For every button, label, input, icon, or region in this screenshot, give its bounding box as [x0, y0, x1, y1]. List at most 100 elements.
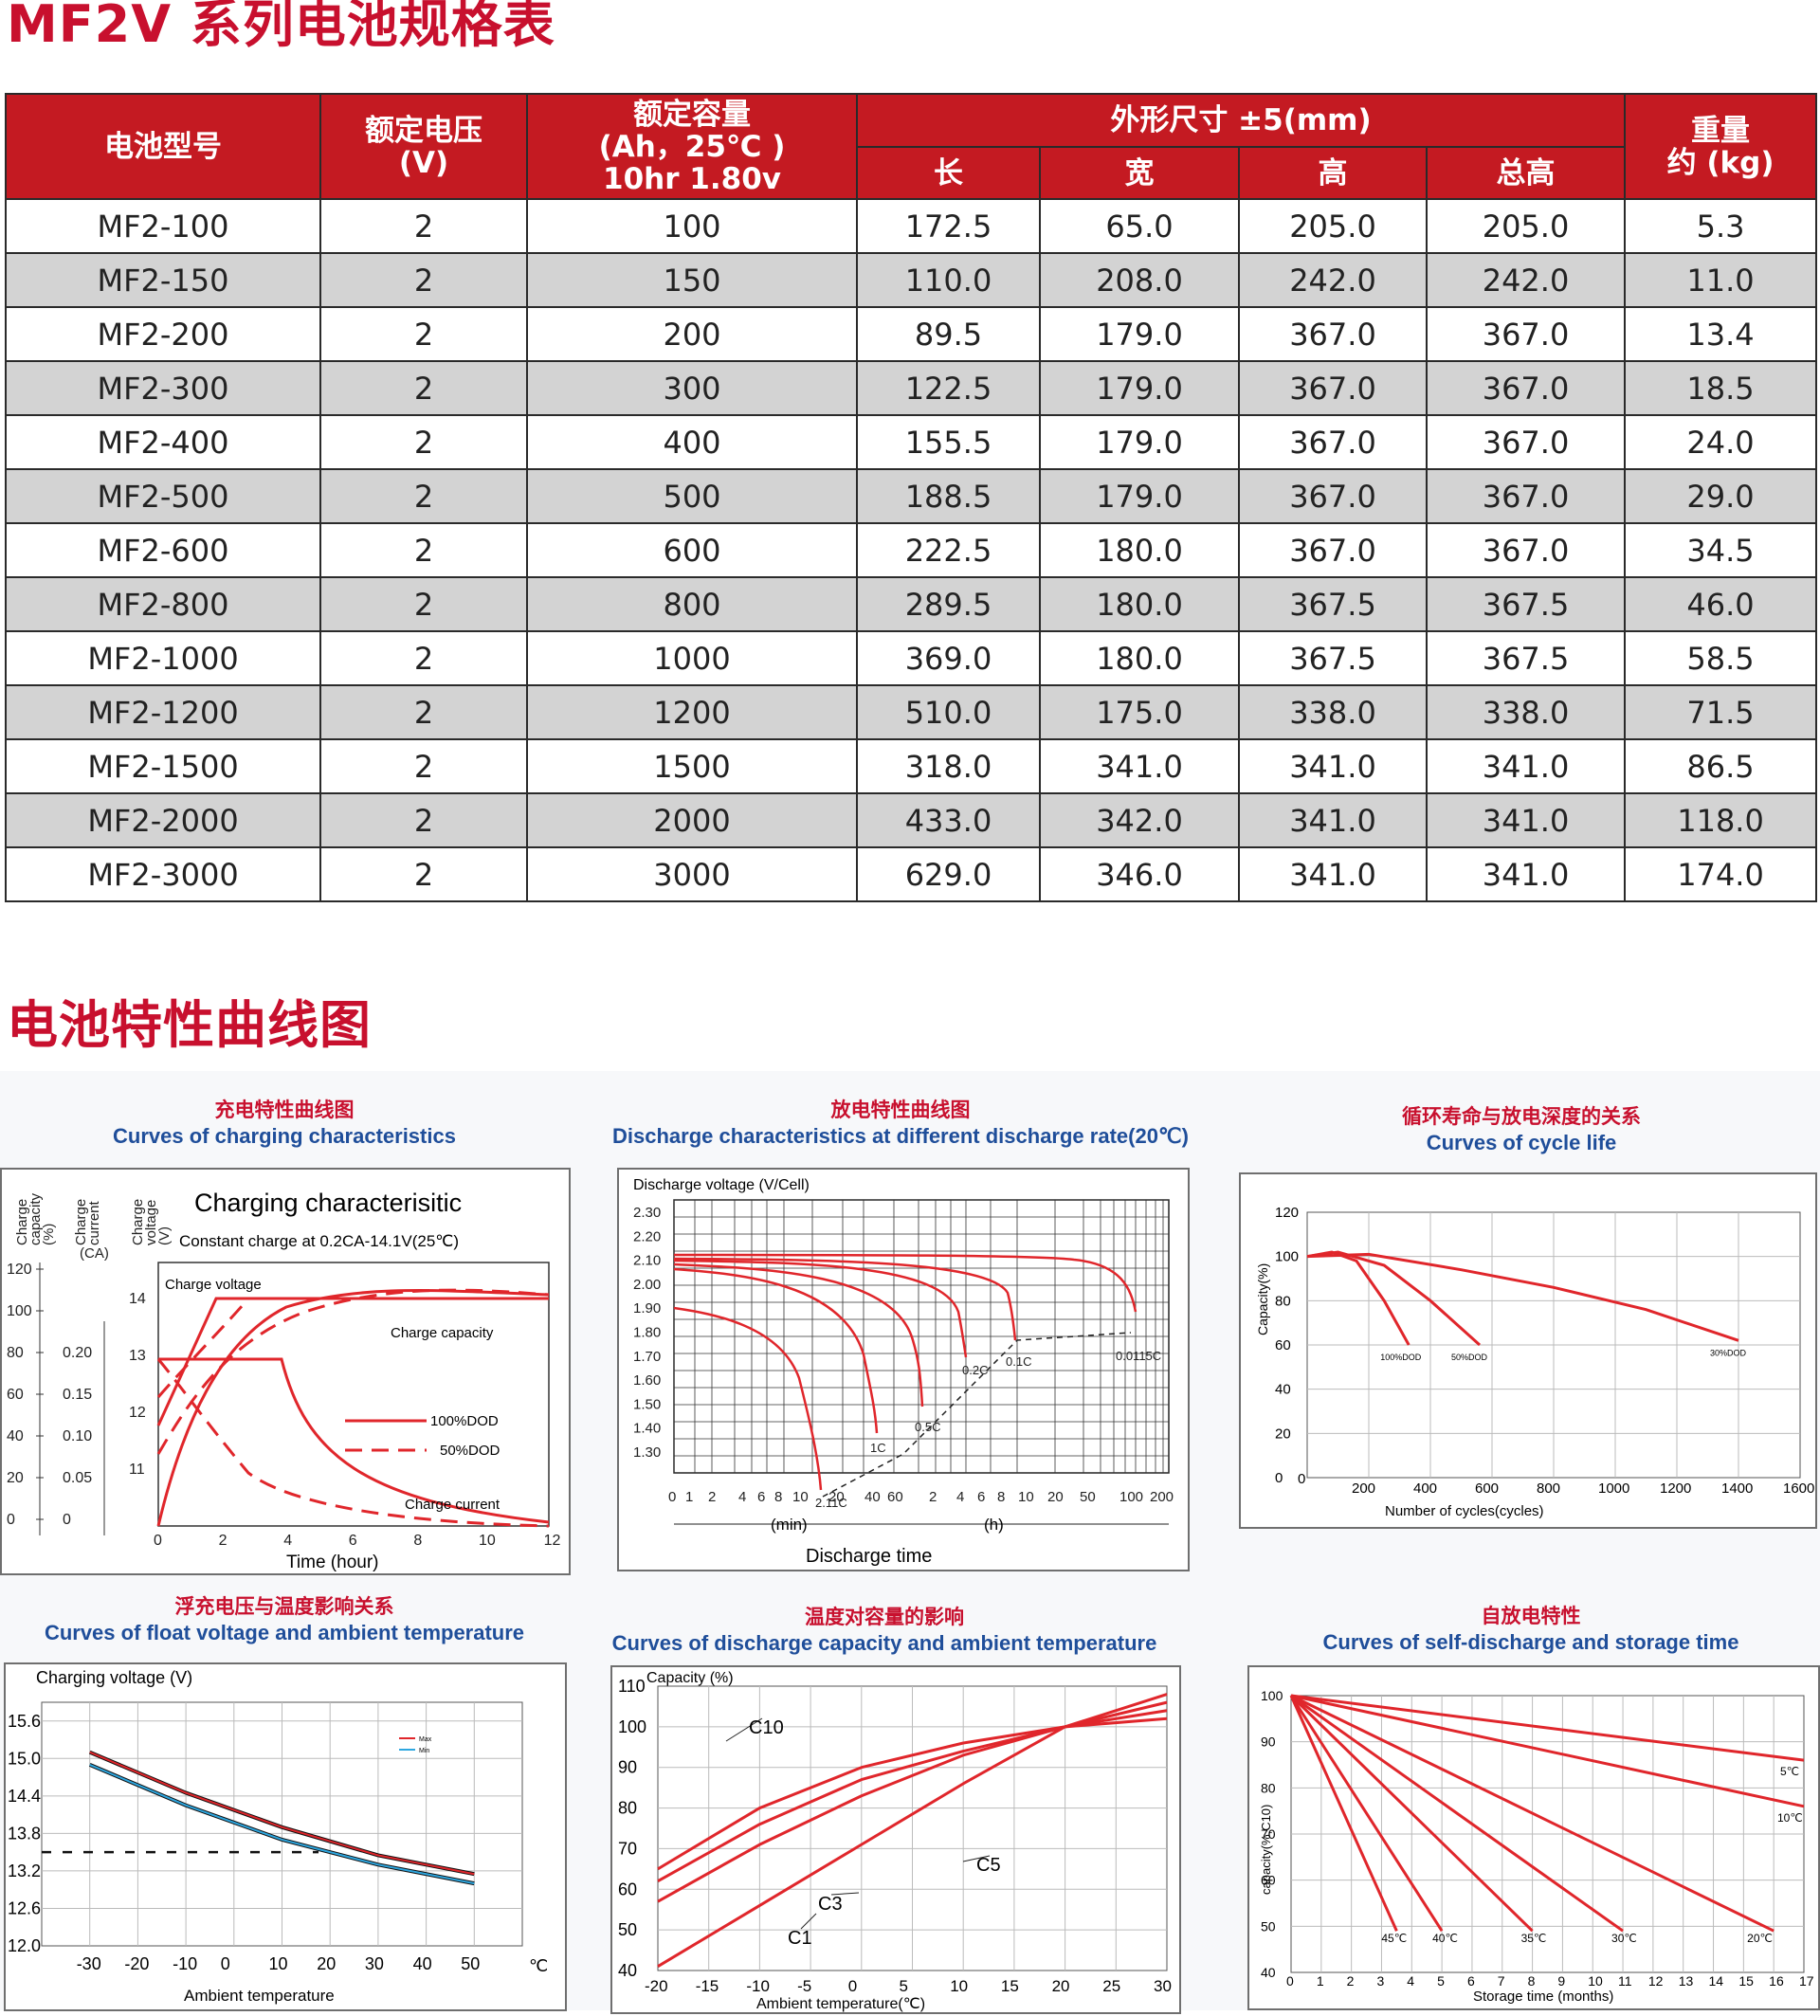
p2-y-tick: 1.30: [633, 1444, 661, 1461]
cell-height: 367.0: [1238, 306, 1428, 362]
cell-total-height: 338.0: [1425, 684, 1627, 740]
p3-y-tick: 60: [1275, 1337, 1291, 1353]
table-row: MF2-600 2 600 222.5 180.0 367.0 367.0 34.5: [5, 522, 1818, 578]
p6-x-tick: 4: [1407, 1973, 1414, 1989]
p1-current-curve-50: [156, 1358, 550, 1528]
cell-width: 179.0: [1039, 306, 1240, 362]
p1-cur-tick: 0.15: [63, 1387, 92, 1403]
p5-series-label: C10: [749, 1717, 784, 1738]
p6-y-tick: 60: [1261, 1873, 1276, 1888]
p3-y-tick: 20: [1275, 1426, 1291, 1442]
p6-x-tick: 3: [1376, 1973, 1384, 1989]
p1-capacity-curve-100: [156, 1289, 550, 1527]
p5-leader-line: [830, 1892, 860, 1896]
table-row: MF2-1200 2 1200 510.0 175.0 338.0 338.0 71.5: [5, 684, 1818, 740]
cell-height: 242.0: [1238, 252, 1428, 308]
p1-cur-tick: 0.10: [63, 1428, 92, 1444]
p1-axis-cap-1: Charge: [14, 1199, 30, 1245]
cell-width: 175.0: [1039, 684, 1240, 740]
cell-weight: 58.5: [1624, 630, 1818, 686]
cell-length: 188.5: [856, 468, 1041, 524]
cell-width: 179.0: [1039, 468, 1240, 524]
p1-label-capacity: Charge capacity: [391, 1325, 494, 1341]
cell-capacity: 1200: [526, 684, 858, 740]
p5-ylabel: Capacity (%): [646, 1670, 734, 1686]
p4-series-line: [89, 1751, 475, 1876]
p1-voltage-curve-50: [156, 1298, 250, 1398]
p3-y-tick: 80: [1275, 1293, 1291, 1309]
p5-title: 温度对容量的影响 Curves of discharge capacity and…: [611, 1607, 1157, 1655]
cell-width: 346.0: [1039, 846, 1240, 902]
p4-x-tick: 50: [461, 1954, 480, 1973]
capacity-temperature-chart: Capacity (%) 110 100 90 80 70 60 50 40 -20 -15 -10-…: [610, 1665, 1181, 2014]
cell-height: 367.0: [1238, 522, 1428, 578]
cell-weight: 13.4: [1624, 306, 1818, 362]
cell-total-height: 341.0: [1425, 846, 1627, 902]
th-model: 电池型号: [5, 93, 321, 200]
p2-x-tick: 20: [828, 1489, 845, 1505]
p4-x-tick: -30: [77, 1954, 101, 1973]
page-title: MF2V 系列电池规格表: [7, 0, 555, 54]
cell-voltage: 2: [319, 468, 528, 524]
p6-series-line: [1289, 1695, 1398, 1932]
p3-series-label: 50%DOD: [1451, 1353, 1488, 1362]
cell-total-height: 367.0: [1425, 522, 1627, 578]
cell-height: 367.0: [1238, 360, 1428, 416]
p1-cap-tick: 40: [7, 1428, 24, 1444]
p4-unit: ℃: [529, 1956, 548, 1975]
cell-width: 208.0: [1039, 252, 1240, 308]
p2-x-tick: 10: [792, 1489, 809, 1505]
p1-cur-tick: 0.05: [63, 1470, 92, 1486]
p2-rate-0.2C: 0.2C: [962, 1363, 988, 1377]
p3-series-label: 30%DOD: [1710, 1348, 1747, 1357]
p2-x-tick: 8: [774, 1489, 782, 1505]
p3-x-tick: 1400: [1721, 1480, 1753, 1497]
cell-length: 629.0: [856, 846, 1041, 902]
table-row: MF2-800 2 800 289.5 180.0 367.5 367.5 46.0: [5, 576, 1818, 632]
p3-xlabel: Number of cycles(cycles): [1385, 1503, 1544, 1519]
p2-rate-0.0115C: 0.0115C: [1116, 1349, 1161, 1363]
cell-voltage: 2: [319, 522, 528, 578]
p2-ylabel: Discharge voltage (V/Cell): [633, 1177, 810, 1193]
cell-model: MF2-2000: [5, 792, 321, 848]
p1-axis-vol-3: (V): [156, 1226, 173, 1245]
p3-x-tick: 1200: [1660, 1480, 1691, 1497]
p2-y-tick: 1.80: [633, 1325, 661, 1341]
cell-weight: 118.0: [1624, 792, 1818, 848]
p4-legend-text: Min: [419, 1748, 429, 1754]
p5-y-tick: 40: [618, 1961, 637, 1980]
cell-model: MF2-400: [5, 414, 321, 470]
self-discharge-chart: capacity(%,C10) 100 90 80 70 60 50 40 0 1 2 3 4 5 6 7 8 9…: [1247, 1665, 1820, 2010]
cell-voltage: 2: [319, 360, 528, 416]
p1-plot-frame: [157, 1262, 550, 1527]
cell-total-height: 205.0: [1425, 198, 1627, 254]
p3-ylabel: Capacity(%): [1255, 1263, 1270, 1335]
p5-series-label: C5: [976, 1855, 1001, 1876]
p6-x-tick: 11: [1618, 1973, 1632, 1989]
p5-y-tick: 60: [618, 1880, 637, 1898]
p3-x-tick-0: 0: [1298, 1471, 1305, 1487]
cell-weight: 24.0: [1624, 414, 1818, 470]
p5-x-tick: 0: [848, 1977, 857, 1995]
th-voltage: 额定电压 (V): [319, 93, 528, 200]
p6-x-tick: 6: [1467, 1973, 1475, 1989]
p5-x-tick: -10: [746, 1977, 770, 1995]
p6-series-label: 20℃: [1747, 1932, 1773, 1945]
cell-voltage: 2: [319, 414, 528, 470]
p5-x-tick: 5: [900, 1977, 908, 1995]
p2-curve-0.2C: [673, 1259, 968, 1358]
p2-x-tick: 4: [738, 1489, 746, 1505]
p1-label-voltage: Charge voltage: [165, 1277, 262, 1293]
p4-y-tick: 12.0: [8, 1936, 41, 1955]
p6-x-tick: 2: [1347, 1973, 1355, 1989]
p2-y-tick: 1.50: [633, 1396, 661, 1412]
p6-x-tick: 9: [1557, 1973, 1565, 1989]
p3-y-tick: 100: [1275, 1249, 1299, 1265]
p4-y-tick: 14.4: [8, 1787, 41, 1806]
p1-legend-50: 50%DOD: [440, 1443, 500, 1459]
p2-x-tick: 20: [1047, 1489, 1064, 1505]
p1-cap-tick: 60: [7, 1387, 24, 1403]
p6-y-tick: 50: [1261, 1918, 1276, 1934]
p2-cutoff-line: [822, 1332, 1132, 1498]
